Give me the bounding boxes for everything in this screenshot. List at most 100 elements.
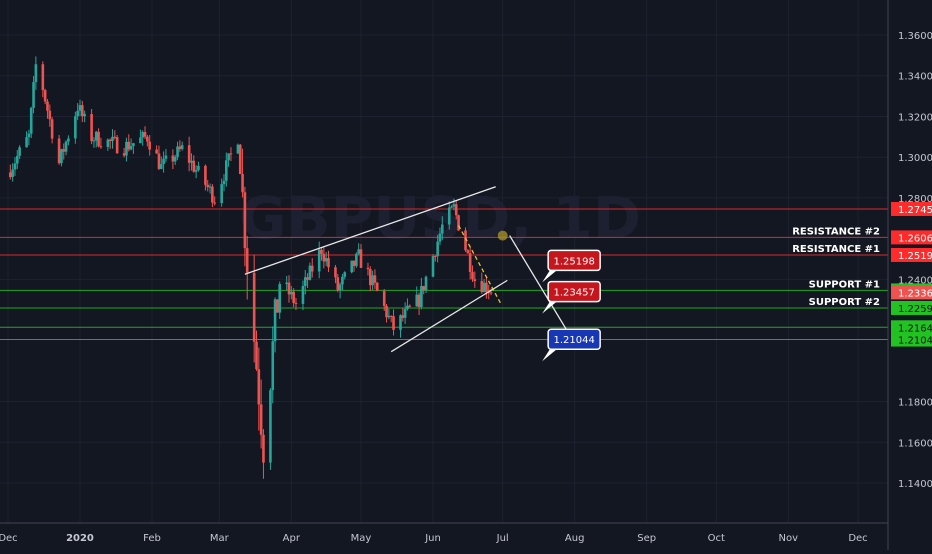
- candle-body: [352, 260, 356, 266]
- callout-box: [547, 280, 601, 303]
- candle-body: [487, 292, 491, 294]
- projection-arrow-line: [509, 235, 573, 340]
- candle-body: [457, 215, 460, 231]
- candle-body: [238, 144, 242, 175]
- price-tick-label: 1.14000: [898, 479, 932, 490]
- level-price-tag: [891, 332, 932, 347]
- candle-body: [34, 64, 38, 83]
- dashed-trend-line: [457, 225, 501, 304]
- candle-body: [359, 249, 363, 268]
- level-price-tag-text: 1.22596: [898, 304, 932, 315]
- candle-body: [273, 299, 277, 342]
- candle-body: [108, 139, 112, 142]
- time-tick-label: Mar: [210, 533, 230, 544]
- price-tick-label: 1.28000: [898, 194, 932, 205]
- level-price-tag: [891, 230, 932, 245]
- candle-body: [206, 184, 210, 188]
- current-price-tag-text: 1.23360: [898, 288, 932, 299]
- time-tick-label: Apr: [283, 533, 301, 544]
- candle-body: [106, 139, 110, 147]
- candle-body: [471, 272, 474, 280]
- candle-body: [41, 64, 45, 91]
- candle-body: [385, 305, 388, 318]
- price-tick-label: 1.24000: [898, 275, 932, 286]
- candle-body: [94, 131, 98, 141]
- candle-body: [178, 146, 182, 149]
- time-tick-label: Aug: [565, 533, 585, 544]
- candle-body: [447, 207, 451, 225]
- callout-pointer: [542, 347, 560, 362]
- candle-body: [269, 390, 272, 463]
- candle-body: [454, 204, 458, 216]
- level-price-tag: [891, 320, 932, 335]
- price-tick-label: 1.32000: [898, 112, 932, 123]
- candle-body: [320, 249, 323, 254]
- candle-body: [129, 146, 133, 150]
- candle-body: [29, 107, 33, 134]
- candle-body: [229, 153, 233, 155]
- candle-body: [192, 160, 196, 172]
- drawings-layer: [244, 186, 573, 353]
- levels-layer: RESISTANCE #2 RESISTANCE #1 SUPPORT #1 SUPP…: [0, 208, 888, 341]
- callout-text: 1.23457: [553, 288, 594, 299]
- candle-body: [15, 155, 19, 164]
- time-tick-label: 2020: [66, 533, 94, 544]
- candle-body: [115, 137, 119, 154]
- candle-body: [48, 110, 52, 120]
- candle-body: [317, 249, 321, 272]
- candle-body: [197, 165, 200, 171]
- level-price-tag-text: 1.21044: [898, 336, 932, 347]
- candle-body: [67, 138, 70, 142]
- candle-body: [482, 282, 486, 293]
- highlight-marker: [497, 230, 508, 241]
- candle-body: [434, 256, 437, 258]
- candle-body: [32, 82, 35, 108]
- candle-body: [18, 147, 21, 156]
- candle-body: [227, 153, 230, 161]
- candle-body: [327, 258, 330, 268]
- candle-body: [403, 309, 407, 318]
- candle-body: [194, 170, 198, 172]
- candle-body: [157, 153, 161, 169]
- candle-body: [382, 290, 386, 306]
- candle-body: [43, 90, 47, 102]
- candle-body: [373, 275, 377, 283]
- candle-body: [341, 276, 344, 285]
- candle-body: [368, 269, 372, 286]
- candle-body: [220, 184, 223, 203]
- candle-body: [322, 253, 326, 262]
- candle-body: [146, 136, 149, 142]
- price-tick-label: 1.18000: [898, 398, 932, 409]
- candle-body: [222, 180, 226, 185]
- time-tick-label: Jun: [424, 533, 441, 544]
- candle-body: [92, 140, 96, 142]
- candle-body: [334, 267, 337, 278]
- candle-body: [375, 282, 379, 291]
- candle-body: [81, 105, 84, 117]
- candle-body: [357, 249, 360, 254]
- candle-body: [236, 144, 240, 154]
- time-tick-label: May: [351, 533, 372, 544]
- candle-body: [262, 434, 265, 463]
- candle-body: [301, 285, 305, 304]
- candle-body: [148, 141, 151, 150]
- candle-body: [387, 315, 391, 318]
- time-tick-label: Dec: [0, 533, 18, 544]
- candle-body: [225, 160, 228, 181]
- callout-box: [547, 328, 601, 350]
- candle-body: [74, 116, 77, 139]
- time-tick-label: Oct: [708, 533, 725, 544]
- callout-pointer: [542, 268, 560, 283]
- candle-body: [204, 165, 207, 185]
- candle-body: [245, 248, 249, 273]
- candle-body: [485, 282, 488, 293]
- candle-body: [389, 315, 393, 317]
- candle-body: [417, 294, 421, 307]
- candle-body: [392, 316, 395, 330]
- candle-body: [90, 114, 93, 142]
- candle-body: [139, 137, 142, 144]
- candle-body: [285, 282, 288, 285]
- candle-body: [78, 105, 82, 111]
